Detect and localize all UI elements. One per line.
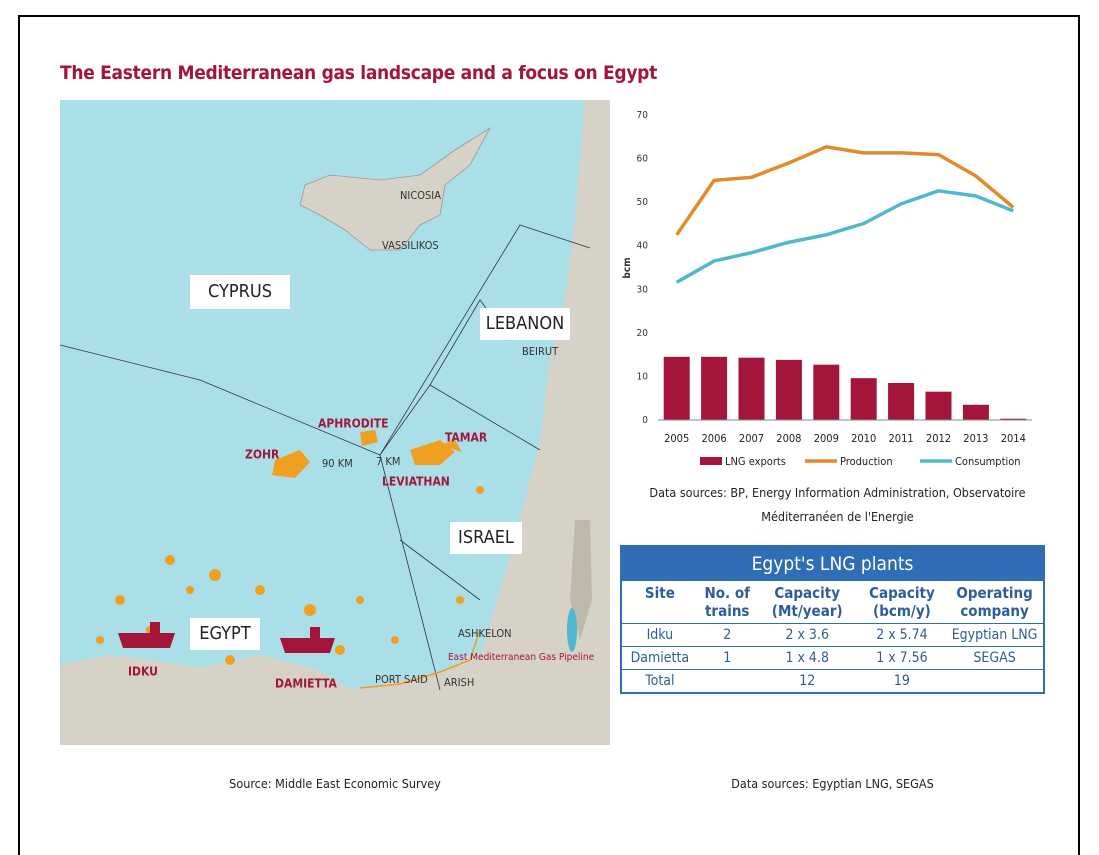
frame bbox=[18, 15, 1080, 855]
table-cell bbox=[698, 670, 757, 693]
table-row: Idku 2 2 x 3.6 2 x 5.74 Egyptian LNG bbox=[622, 623, 1043, 647]
x-tick-label: 2008 bbox=[776, 432, 801, 445]
title: The Eastern Mediterranean gas landscape … bbox=[60, 62, 657, 84]
bar bbox=[738, 357, 765, 420]
table-row: Site No. of trains Capacity (Mt/year) Capac… bbox=[622, 581, 1043, 624]
field-label: APHRODITE bbox=[318, 417, 389, 431]
table-cell: Damietta bbox=[622, 646, 698, 670]
y-tick-label: 40 bbox=[637, 241, 649, 252]
y-tick-label: 70 bbox=[637, 110, 649, 121]
table-cell: Idku bbox=[622, 623, 698, 647]
bar bbox=[850, 378, 877, 420]
table-cell: 1 x 4.8 bbox=[756, 646, 858, 670]
pipeline-line bbox=[359, 629, 481, 689]
chart-source: Data sources: BP, Energy Information Adm… bbox=[649, 485, 1026, 524]
city-label: VASSILIKOS bbox=[382, 239, 439, 252]
field-label: ZOHR bbox=[245, 448, 280, 462]
map-source: Source: Middle East Economic Survey bbox=[229, 776, 441, 791]
y-axis-label: bcm bbox=[622, 257, 633, 278]
line bbox=[675, 145, 1015, 236]
country-label: CYPRUS bbox=[208, 281, 272, 302]
table-cell: 19 bbox=[893, 673, 910, 689]
jordan-valley bbox=[570, 520, 592, 640]
y-tick-label: 30 bbox=[637, 284, 649, 295]
table-row: Total 12 19 bbox=[622, 670, 1043, 693]
bar bbox=[888, 382, 915, 420]
city-label: IDKU bbox=[128, 665, 158, 679]
x-tick-label: 2005 bbox=[664, 432, 689, 445]
city-label: DAMIETTA bbox=[275, 677, 338, 691]
table-cell bbox=[946, 670, 1043, 693]
cyprus bbox=[299, 126, 492, 251]
country-label: EGYPT bbox=[199, 623, 251, 644]
y-tick-label: 20 bbox=[637, 328, 649, 339]
x-tick-label: 2014 bbox=[1001, 432, 1026, 445]
egypt-land bbox=[60, 650, 485, 745]
dead-sea bbox=[567, 608, 577, 652]
table-cell: No. of trains bbox=[697, 581, 757, 624]
table-cell: 2 x 3.6 bbox=[756, 623, 858, 647]
field-label: TAMAR bbox=[445, 431, 488, 445]
table-cell: Egyptian LNG bbox=[946, 623, 1043, 647]
x-tick-label: 2011 bbox=[889, 432, 914, 445]
country-label: ISRAEL bbox=[458, 527, 514, 548]
table-row: Damietta 1 1 x 4.8 1 x 7.56 SEGAS bbox=[622, 646, 1043, 670]
bar bbox=[701, 356, 728, 420]
city-label: BEIRUT bbox=[522, 345, 559, 358]
bar bbox=[663, 356, 690, 420]
x-tick-label: 2013 bbox=[963, 432, 988, 445]
line bbox=[675, 189, 1014, 284]
table-cell: SEGAS bbox=[946, 646, 1043, 670]
map: CYPRUS LEBANON ISRAEL EGYPT NICOSIA VASS… bbox=[59, 100, 610, 745]
table-cell: Total bbox=[645, 673, 675, 689]
bar bbox=[1000, 418, 1027, 420]
x-tick-label: 2009 bbox=[814, 432, 839, 445]
x-tick-label: 2010 bbox=[851, 432, 876, 445]
y-tick-label: 0 bbox=[642, 415, 648, 426]
bar bbox=[925, 391, 952, 420]
legend-label: Consumption bbox=[955, 455, 1021, 468]
table-body: Site No. of trains Capacity (Mt/year) Capac… bbox=[622, 581, 1043, 692]
table-cell: Capacity (Mt/year) bbox=[756, 581, 858, 624]
city-label: ASHKELON bbox=[458, 627, 512, 640]
table-cell: 1 bbox=[697, 646, 757, 670]
legend-swatch bbox=[700, 457, 722, 465]
table-source: Data sources: Egyptian LNG, SEGAS bbox=[731, 776, 934, 791]
table-cell: Site bbox=[622, 581, 698, 624]
pipeline-label: East Mediterranean Gas Pipeline bbox=[448, 652, 595, 663]
x-tick-label: 2012 bbox=[926, 432, 951, 445]
country-boxes bbox=[190, 275, 570, 650]
bar bbox=[775, 359, 802, 420]
city-label: ARISH bbox=[444, 676, 474, 689]
country-label: LEBANON bbox=[486, 313, 564, 334]
city-label: NICOSIA bbox=[400, 189, 441, 202]
y-tick-label: 10 bbox=[637, 371, 649, 382]
table-title: Egypt's LNG plants bbox=[622, 547, 1043, 581]
distance-label: 7 KM bbox=[376, 455, 400, 468]
chart: 0 10 20 30 40 50 60 70 bcm 2005 2006 2007 2008 2009 20… bbox=[622, 110, 1032, 468]
table-cell: Capacity (bcm/y) bbox=[857, 581, 947, 624]
table-cell: 2 x 5.74 bbox=[857, 623, 947, 647]
y-tick-label: 60 bbox=[637, 154, 649, 165]
table-cell: 12 bbox=[799, 673, 816, 689]
field-label: LEVIATHAN bbox=[382, 475, 450, 489]
distance-label: 90 KM bbox=[322, 457, 353, 470]
bar bbox=[962, 404, 989, 420]
city-label: PORT SAID bbox=[375, 673, 428, 686]
legend-label: Production bbox=[840, 455, 893, 468]
y-tick-label: 50 bbox=[637, 197, 649, 208]
x-tick-label: 2006 bbox=[702, 432, 727, 445]
table-cell: 2 bbox=[697, 623, 757, 647]
bar bbox=[813, 364, 840, 420]
x-tick-label: 2007 bbox=[739, 432, 764, 445]
table: Egypt's LNG plants Site No. of trains Capa… bbox=[620, 545, 1045, 694]
table-cell: Operating company bbox=[946, 581, 1043, 624]
legend-label: LNG exports bbox=[725, 455, 786, 468]
lng-ships bbox=[118, 622, 335, 653]
table-cell: 1 x 7.56 bbox=[857, 646, 947, 670]
